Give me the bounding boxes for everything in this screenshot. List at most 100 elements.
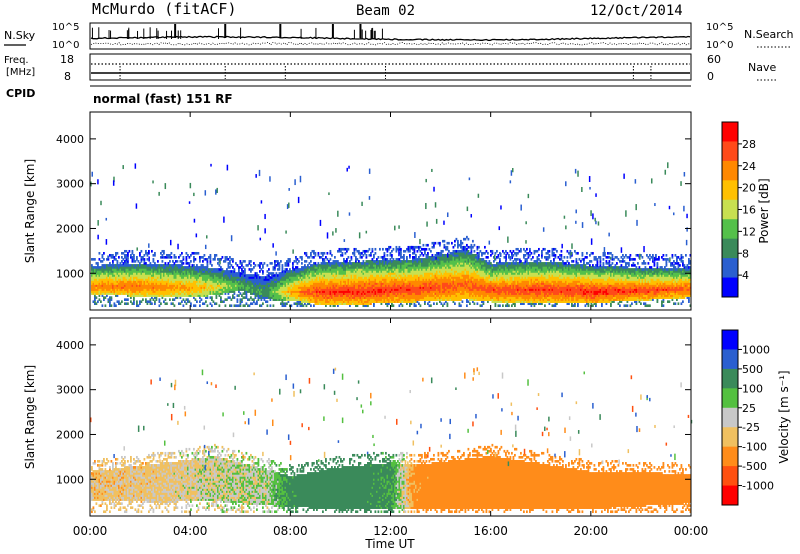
power-cell [277,260,279,263]
power-cell [181,294,183,297]
power-cell [287,282,290,285]
power-cell [233,286,236,289]
power-cell [281,296,284,299]
power-cell [94,296,96,299]
power-cell [188,278,191,281]
power-cell [134,264,137,267]
power-cell [313,298,315,301]
power-cell [160,302,162,306]
power-cell [314,284,317,287]
power-cell [143,290,146,293]
power-cell [131,251,134,255]
power-cell [298,278,300,281]
power-cell [211,290,213,293]
power-cell [223,278,225,281]
power-cell [293,274,296,277]
power-cell [314,292,317,295]
power-cell [413,264,416,267]
power-cell [370,274,372,277]
power-cell [235,284,237,287]
power-cell [430,260,432,263]
power-cell [404,249,407,253]
power-cell [310,260,312,263]
power-cell [148,288,150,291]
power-cell [437,276,440,279]
power-cell [424,292,426,295]
power-cell [449,258,452,261]
power-cell [356,302,359,306]
power-cell [374,282,377,285]
power-cell [286,274,288,277]
power-cell [317,266,320,269]
power-cell [389,254,392,257]
power-cell [223,274,225,277]
power-cell [148,268,150,271]
power-cell [97,300,99,303]
power-cell [326,286,329,289]
power-cell [304,260,306,263]
power-cell [130,296,132,299]
power-cell [218,264,221,267]
power-cell [365,264,368,267]
power-cell [188,290,191,293]
power-cell [374,264,377,267]
power-cell [277,264,279,267]
power-cell [362,274,365,277]
power-cell [290,276,293,279]
power-cell [307,280,309,283]
power-cell [388,296,390,299]
power-cell [137,274,140,277]
power-cell [385,288,387,291]
power-cell [398,286,401,289]
power-cell [113,272,116,275]
power-cell [227,286,230,289]
power-cell [388,274,390,277]
power-cell [103,266,105,269]
power-cell [187,278,189,281]
power-cell [124,262,126,265]
power-cell [104,268,107,271]
power-cell [229,288,231,291]
power-cell [391,304,393,308]
power-cell [317,302,320,306]
power-cell [172,284,174,287]
power-cell [115,276,117,279]
power-cell [397,247,399,251]
power-cell [122,251,125,255]
power-cell [97,278,99,281]
power-cell [188,262,191,265]
power-cell [206,296,209,299]
power-cell [365,290,368,293]
power-cell [344,278,347,281]
power-cell [376,290,378,293]
power-cell [370,298,372,301]
power-heatmap [90,162,692,308]
power-cell [311,266,314,269]
power-cell [131,268,134,271]
power-cell [374,276,377,279]
power-cell [407,276,410,279]
power-cell [302,292,305,295]
power-cell [92,268,95,271]
power-cell [323,262,326,265]
power-cell [380,270,383,273]
power-cell [427,294,429,297]
power-cell [298,294,300,297]
power-cell [158,276,161,279]
power-cell [328,280,330,283]
power-cell [107,272,110,275]
power-cell [200,274,203,277]
power-cell [209,292,212,295]
power-cell [158,272,161,275]
power-cell [281,284,284,287]
power-cell [416,258,419,261]
power-cell [241,270,243,273]
power-cell [272,298,275,301]
power-cell [440,302,443,306]
power-cell [229,266,231,269]
power-cell [310,304,312,308]
power-cell [121,278,123,281]
power-cell [371,286,374,289]
power-cell [212,288,215,291]
power-cell [142,266,144,269]
